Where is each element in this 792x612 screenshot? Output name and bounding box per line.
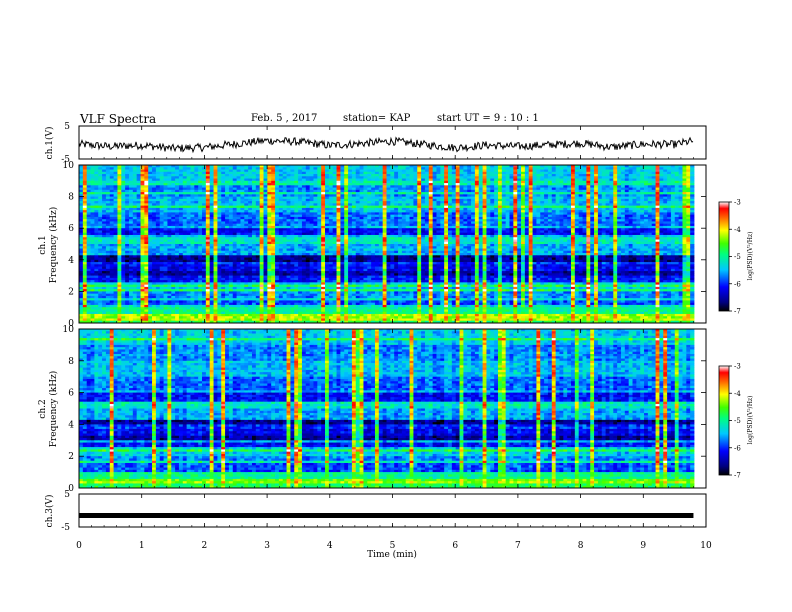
y-tick-label: 0 xyxy=(68,484,74,494)
y-tick-label: 6 xyxy=(68,224,74,234)
ch1-spectrogram-plot xyxy=(79,165,695,324)
colorbar-tick-label: -3 xyxy=(734,363,741,371)
colorbar-tick-label: -5 xyxy=(734,417,741,425)
ch2-spectrogram-plot xyxy=(79,329,695,489)
y-tick-label: 6 xyxy=(68,389,74,399)
y-tick-label: 4 xyxy=(68,256,74,266)
y-tick-label: -5 xyxy=(61,155,70,165)
x-tick-label: 2 xyxy=(202,541,208,551)
y-tick-label: 8 xyxy=(68,193,74,203)
colorbar-tick-label: -7 xyxy=(734,472,741,480)
ch2-spec-ylabel-top: ch.2 xyxy=(38,399,48,418)
ch2-colorbar-label: log(PSD)(V²/Hz) xyxy=(747,396,754,445)
y-tick-label: -5 xyxy=(61,523,70,533)
y-tick-label: 10 xyxy=(63,161,75,171)
ch1-spec-ylabel: Frequency (kHz) xyxy=(48,207,59,284)
colorbar-tick-label: -4 xyxy=(734,390,741,398)
x-tick-label: 8 xyxy=(578,541,584,551)
colorbar-tick-label: -6 xyxy=(734,444,741,452)
y-tick-label: 2 xyxy=(68,287,74,297)
ch1-waveform-plot xyxy=(78,136,694,154)
ch1-colorbar: -3 -4 -5 -6 -7 log(PSD)(V²/Hz) xyxy=(718,199,754,316)
x-tick-label: 5 xyxy=(390,541,396,551)
x-tick-label: 6 xyxy=(452,541,458,551)
chart-title: VLF Spectra xyxy=(80,112,156,126)
y-tick-label: 10 xyxy=(63,325,75,335)
y-tick-label: 2 xyxy=(68,452,74,462)
x-tick-label: 7 xyxy=(515,541,521,551)
colorbar-tick-label: -6 xyxy=(734,280,741,288)
colorbar-tick-label: -7 xyxy=(734,308,741,316)
x-tick-label: 9 xyxy=(640,541,646,551)
colorbar-tick-label: -5 xyxy=(734,253,741,261)
ch1-waveform-line xyxy=(78,136,694,154)
start-time-label: start UT = 9 : 10 : 1 xyxy=(437,113,539,124)
ch2-spec-ylabel: Frequency (kHz) xyxy=(48,371,59,448)
x-tick-label: 0 xyxy=(76,541,82,551)
colorbar-tick-label: -4 xyxy=(734,226,741,234)
y-tick-label: 5 xyxy=(64,490,70,500)
ch1-waveform-ylabel: ch.1(V) xyxy=(44,127,55,160)
date-label: Feb. 5 , 2017 xyxy=(251,113,317,124)
ch2-colorbar: -3 -4 -5 -6 -7 log(PSD)(V²/Hz) xyxy=(718,363,754,480)
x-axis-label: Time (min) xyxy=(367,549,417,560)
x-tick-label: 10 xyxy=(700,541,712,551)
y-tick-label: 5 xyxy=(64,122,70,132)
ch1-colorbar-label: log(PSD)(V²/Hz) xyxy=(747,232,754,281)
x-tick-label: 4 xyxy=(327,541,333,551)
y-tick-label: 8 xyxy=(68,357,74,367)
y-tick-label: 4 xyxy=(68,420,74,430)
x-tick-label: 1 xyxy=(139,541,145,551)
ch3-waveform-ylabel: ch.3(V) xyxy=(44,495,55,528)
station-label: station= KAP xyxy=(343,113,410,124)
x-tick-label: 3 xyxy=(264,541,270,551)
y-tick-label: 0 xyxy=(68,319,74,329)
ch3-waveform-frame xyxy=(78,493,707,528)
ch1-spec-ylabel-top: ch.1 xyxy=(38,235,48,254)
colorbar-tick-label: -3 xyxy=(734,199,741,207)
